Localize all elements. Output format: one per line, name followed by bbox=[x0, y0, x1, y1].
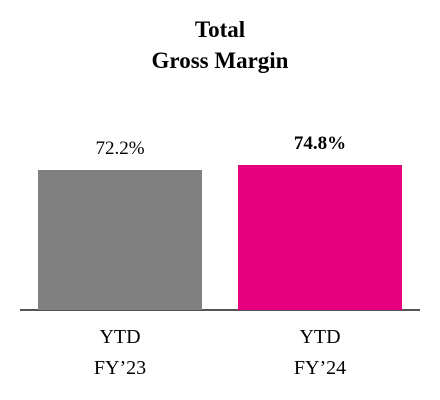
x-tick-label: YTD FY’24 bbox=[293, 326, 347, 379]
x-tick-label: YTD FY’23 bbox=[93, 326, 147, 379]
chart-title: Total Gross Margin bbox=[151, 17, 289, 73]
bar bbox=[38, 169, 202, 310]
bar bbox=[238, 164, 402, 310]
value-label: 72.2% bbox=[95, 137, 145, 159]
baseline bbox=[20, 309, 420, 311]
value-label: 74.8% bbox=[293, 132, 347, 154]
